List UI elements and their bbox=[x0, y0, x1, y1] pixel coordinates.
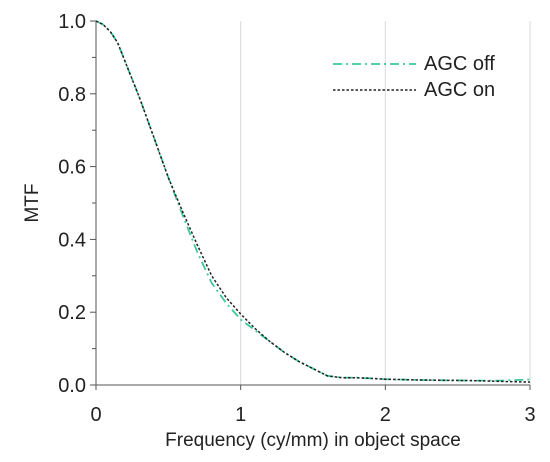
y-tick-label: 0.2 bbox=[58, 302, 86, 324]
y-tick-label: 0.0 bbox=[58, 375, 86, 397]
axes bbox=[90, 20, 531, 390]
y-tick-label: 0.4 bbox=[58, 229, 86, 251]
x-tick-label: 1 bbox=[235, 404, 246, 426]
x-tick-label: 3 bbox=[524, 404, 535, 426]
x-tick-labels: 0 1 2 3 bbox=[90, 404, 535, 426]
x-axis-title: Frequency (cy/mm) in object space bbox=[165, 430, 461, 451]
series-group bbox=[95, 20, 531, 383]
y-tick-label: 0.8 bbox=[58, 84, 86, 106]
y-tick-labels: 0.0 0.2 0.4 0.6 0.8 1.0 bbox=[58, 11, 86, 397]
legend-label-agc-on: AGC on bbox=[424, 79, 495, 101]
x-tick-label: 2 bbox=[380, 404, 391, 426]
grid bbox=[240, 21, 531, 385]
y-tick-label: 1.0 bbox=[58, 11, 86, 33]
y-tick-label: 0.6 bbox=[58, 157, 86, 179]
y-axis-title: MTF bbox=[22, 183, 43, 222]
legend-label-agc-off: AGC off bbox=[424, 53, 495, 75]
series-line-agc-on bbox=[95, 20, 531, 383]
legend: AGC off AGC on bbox=[333, 53, 495, 101]
x-tick-label: 0 bbox=[90, 404, 101, 426]
